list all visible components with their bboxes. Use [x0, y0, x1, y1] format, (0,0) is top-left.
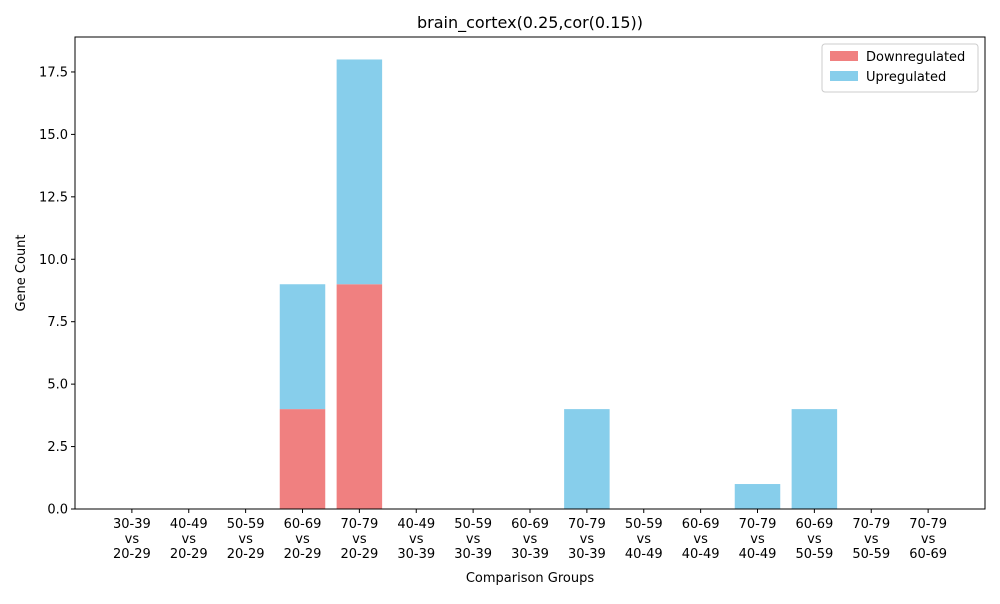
x-tick-label: 30-39 vs 20-29	[113, 517, 151, 562]
x-tick-label-line: 20-29	[227, 547, 265, 562]
y-tick-label: 17.5	[39, 65, 68, 80]
x-tick-label-line: vs	[921, 532, 936, 547]
x-tick-label-line: vs	[807, 532, 822, 547]
upregulated-bar	[734, 484, 781, 509]
x-tick-label-line: 70-79	[852, 517, 890, 532]
x-tick-label-line: vs	[580, 532, 595, 547]
x-tick-label-line: 30-39	[113, 517, 151, 532]
x-tick-label-line: 50-59	[795, 547, 833, 562]
upregulated-bar	[564, 409, 610, 509]
x-tick-label-line: 60-69	[284, 517, 322, 532]
upregulated-bar	[791, 409, 838, 509]
x-tick-label-line: vs	[864, 532, 879, 547]
x-tick-label-line: 60-69	[682, 517, 720, 532]
x-tick-label-line: 40-49	[625, 547, 663, 562]
x-tick-label-line: 70-79	[739, 517, 777, 532]
x-tick-label-line: 30-39	[568, 547, 606, 562]
y-tick-label: 7.5	[47, 315, 68, 330]
x-tick-label-line: 40-49	[397, 517, 435, 532]
x-tick-label-line: 70-79	[340, 517, 378, 532]
x-tick-label-line: vs	[466, 532, 481, 547]
x-tick-label-line: vs	[523, 532, 538, 547]
x-tick-label-line: 60-69	[909, 547, 947, 562]
y-tick-label: 5.0	[47, 378, 68, 393]
x-tick-label: 70-79 vs 40-49	[739, 517, 777, 562]
x-tick-label-line: 20-29	[284, 547, 322, 562]
x-tick-label-line: vs	[409, 532, 424, 547]
x-axis-label: Comparison Groups	[466, 571, 595, 586]
legend-label: Upregulated	[866, 70, 946, 85]
x-tick-label-line: vs	[238, 532, 253, 547]
y-tick-label: 2.5	[47, 440, 68, 455]
x-tick-label-line: vs	[693, 532, 708, 547]
x-tick-label: 60-69 vs 40-49	[682, 517, 720, 562]
x-tick-label-line: 40-49	[739, 547, 777, 562]
y-tick-label: 0.0	[47, 503, 68, 518]
x-tick-label-line: 60-69	[795, 517, 833, 532]
legend-label: Downregulated	[866, 50, 965, 65]
x-tick-label-line: 30-39	[454, 547, 492, 562]
x-tick-label-line: 20-29	[170, 547, 208, 562]
y-tick-label: 15.0	[39, 128, 68, 143]
x-tick-label: 40-49 vs 20-29	[170, 517, 208, 562]
downregulated-bar	[336, 284, 383, 509]
x-tick-label-line: 70-79	[568, 517, 606, 532]
x-tick-label: 50-59 vs 20-29	[227, 517, 265, 562]
y-tick-label: 12.5	[39, 190, 68, 205]
x-tick-label: 40-49 vs 30-39	[397, 517, 435, 562]
x-tick-label-line: 20-29	[113, 547, 151, 562]
x-tick-label: 70-79 vs 30-39	[568, 517, 606, 562]
x-tick-label-line: 40-49	[682, 547, 720, 562]
upregulated-bar	[336, 59, 383, 285]
x-tick-label-line: 50-59	[625, 517, 663, 532]
chart-title: brain_cortex(0.25,cor(0.15))	[417, 13, 643, 33]
y-tick-label: 10.0	[39, 253, 68, 268]
x-tick-label-line: 30-39	[397, 547, 435, 562]
upregulated-bar	[279, 284, 326, 410]
x-tick-label: 70-79 vs 50-59	[852, 517, 890, 562]
x-tick-label-line: 20-29	[340, 547, 378, 562]
x-tick-label: 70-79 vs 20-29	[340, 517, 378, 562]
x-tick-label-line: vs	[750, 532, 765, 547]
plot-area	[279, 59, 838, 509]
legend-frame	[821, 43, 979, 93]
x-tick-label: 60-69 vs 30-39	[511, 517, 549, 562]
x-tick-label-line: vs	[352, 532, 367, 547]
x-tick-label: 50-59 vs 30-39	[454, 517, 492, 562]
x-tick-label-line: vs	[295, 532, 310, 547]
legend-swatch	[830, 71, 858, 81]
legend: Downregulated Upregulated	[821, 43, 979, 93]
x-tick-label-line: 50-59	[454, 517, 492, 532]
x-tick-label-line: 50-59	[227, 517, 265, 532]
x-tick-label-line: 30-39	[511, 547, 549, 562]
x-tick-label: 70-79 vs 60-69	[909, 517, 947, 562]
x-tick-label-line: vs	[182, 532, 197, 547]
legend-swatch	[830, 51, 858, 61]
axes: 0.02.55.07.510.012.515.017.530-39 vs 20-29…	[39, 65, 947, 562]
x-tick-label-line: 50-59	[852, 547, 890, 562]
downregulated-bar	[279, 409, 326, 509]
x-tick-label: 60-69 vs 50-59	[795, 517, 833, 562]
x-tick-label: 60-69 vs 20-29	[284, 517, 322, 562]
x-tick-label: 50-59 vs 40-49	[625, 517, 663, 562]
x-tick-label-line: 40-49	[170, 517, 208, 532]
x-tick-label-line: 70-79	[909, 517, 947, 532]
x-tick-label-line: vs	[125, 532, 140, 547]
y-axis-label: Gene Count	[14, 234, 29, 311]
x-tick-label-line: vs	[637, 532, 652, 547]
x-tick-label-line: 60-69	[511, 517, 549, 532]
